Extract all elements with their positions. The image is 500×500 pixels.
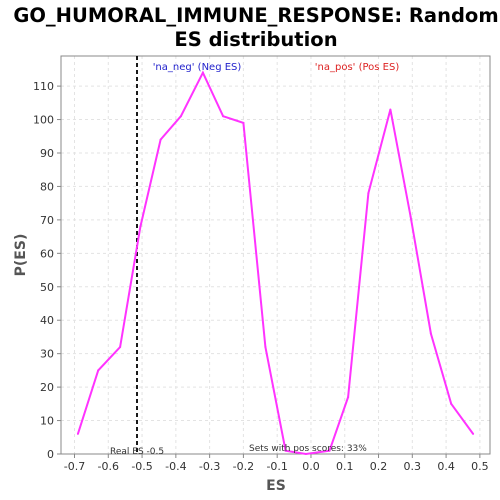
y-tick-label: 100 bbox=[33, 114, 54, 127]
y-tick-label: 60 bbox=[40, 247, 54, 260]
chart-title-line2: ES distribution bbox=[174, 28, 337, 51]
pos-scores-label: Sets with pos scores: 33% bbox=[249, 444, 367, 454]
data-point bbox=[409, 215, 412, 218]
data-point bbox=[328, 449, 331, 452]
data-point bbox=[429, 332, 432, 335]
x-tick-label: -0.2 bbox=[233, 460, 254, 473]
series-line-es-distribution bbox=[76, 70, 474, 456]
y-tick-label: 110 bbox=[33, 80, 54, 93]
y-tick-label: 0 bbox=[47, 448, 54, 461]
y-axis: 0 10 20 30 40 50 60 70 80 90 100 110 bbox=[33, 80, 61, 461]
data-point bbox=[284, 449, 287, 452]
data-point bbox=[450, 402, 453, 405]
data-point bbox=[119, 345, 122, 348]
x-tick-label: 0.0 bbox=[302, 460, 320, 473]
x-tick-label: -0.1 bbox=[266, 460, 287, 473]
data-point bbox=[222, 115, 225, 118]
neg-es-label: 'na_neg' (Neg ES) bbox=[153, 62, 242, 73]
data-point bbox=[389, 108, 392, 111]
data-point bbox=[201, 71, 204, 74]
y-tick-label: 70 bbox=[40, 214, 54, 227]
y-axis-label: P(ES) bbox=[13, 234, 29, 277]
x-tick-label: -0.5 bbox=[131, 460, 152, 473]
x-tick-label: 0.3 bbox=[404, 460, 422, 473]
data-point bbox=[472, 432, 475, 435]
data-point bbox=[159, 138, 162, 141]
x-tick-label: 0.4 bbox=[437, 460, 455, 473]
data-point bbox=[242, 121, 245, 124]
x-axis: -0.7 -0.6 -0.5 -0.4 -0.3 -0.2 -0.1 0.0 0.1 0.2 0.3… bbox=[64, 454, 489, 473]
chart-title-line1: GO_HUMORAL_IMMUNE_RESPONSE: Random bbox=[13, 4, 498, 27]
plot-area bbox=[60, 55, 491, 455]
y-tick-label: 20 bbox=[40, 381, 54, 394]
x-tick-label: 0.1 bbox=[336, 460, 354, 473]
y-tick-label: 80 bbox=[40, 180, 54, 193]
pos-es-label: 'na_pos' (Pos ES) bbox=[315, 62, 400, 73]
data-points bbox=[76, 71, 475, 455]
y-tick-label: 90 bbox=[40, 147, 54, 160]
data-point bbox=[264, 345, 267, 348]
data-point bbox=[139, 225, 142, 228]
x-tick-label: -0.3 bbox=[199, 460, 220, 473]
data-point bbox=[179, 115, 182, 118]
data-point bbox=[76, 432, 79, 435]
x-tick-label: -0.7 bbox=[64, 460, 85, 473]
y-tick-label: 30 bbox=[40, 348, 54, 361]
real-es-label: Real ES -0.5 bbox=[110, 447, 164, 457]
x-tick-label: 0.2 bbox=[370, 460, 388, 473]
y-tick-label: 40 bbox=[40, 314, 54, 327]
data-point bbox=[347, 396, 350, 399]
x-tick-label: -0.6 bbox=[98, 460, 119, 473]
y-tick-label: 10 bbox=[40, 415, 54, 428]
x-axis-label: ES bbox=[266, 478, 286, 494]
data-point bbox=[304, 453, 307, 455]
y-tick-label: 50 bbox=[40, 281, 54, 294]
data-point bbox=[367, 192, 370, 195]
x-tick-label: -0.4 bbox=[165, 460, 186, 473]
data-point bbox=[97, 369, 100, 372]
x-tick-label: 0.5 bbox=[471, 460, 489, 473]
